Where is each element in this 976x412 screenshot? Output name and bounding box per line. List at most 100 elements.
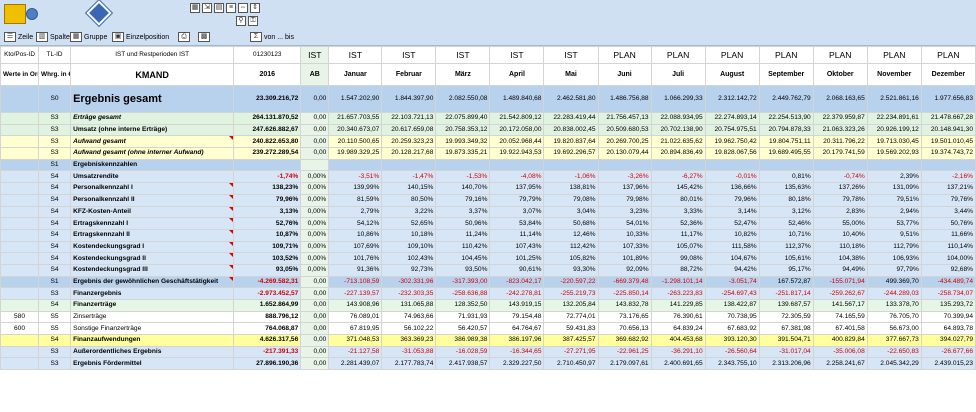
value-cell[interactable]: 101,89% [597, 252, 652, 265]
value-cell[interactable]: 106,93% [866, 252, 922, 265]
value-cell[interactable]: 52,65% [381, 217, 437, 230]
value-cell[interactable]: 0,00 [300, 147, 330, 160]
value-cell[interactable]: 27.896.190,36 [233, 357, 302, 371]
value-cell[interactable]: 104,38% [812, 252, 868, 265]
value-cell[interactable]: 10,82% [704, 228, 760, 242]
value-cell[interactable]: 23.309.216,72 [233, 85, 302, 113]
value-cell[interactable]: 72.305,59 [758, 310, 814, 324]
value-cell[interactable]: -669.379,48 [597, 275, 652, 289]
value-cell[interactable]: 101,25% [489, 252, 545, 265]
value-cell[interactable]: -31.017,04 [758, 345, 814, 359]
value-cell[interactable]: 101,76% [328, 252, 383, 265]
value-cell[interactable]: 2.312.142,72 [704, 85, 760, 113]
value-cell[interactable]: 404.453,68 [650, 334, 706, 347]
value-cell[interactable]: 141.229,85 [650, 299, 706, 312]
value-cell[interactable]: 888.796,12 [233, 310, 302, 324]
arrows-icon[interactable]: ⇔ [238, 3, 248, 13]
value-cell[interactable]: 22.274.893,14 [704, 112, 760, 125]
value-cell[interactable]: 0,00% [300, 240, 330, 254]
value-cell[interactable]: 20.754.975,51 [704, 123, 760, 137]
value-cell[interactable]: 2.179.097,61 [597, 357, 652, 371]
value-cell[interactable]: 10,40% [812, 228, 868, 242]
value-cell[interactable]: 3,33% [650, 205, 706, 219]
value-cell[interactable]: 54,01% [597, 217, 652, 230]
calculator-button[interactable]: ▩ [198, 32, 212, 42]
value-cell[interactable]: 76.089,01 [328, 310, 383, 324]
value-cell[interactable] [328, 158, 383, 172]
value-cell[interactable]: 133.378,70 [866, 299, 922, 312]
value-cell[interactable]: 2.177.783,74 [381, 357, 437, 371]
table-row[interactable]: S4 Ertragskennzahl I 52,76% 0,00% 54,12% 52,6… [0, 217, 976, 230]
value-cell[interactable]: 95,17% [758, 263, 814, 277]
value-cell[interactable]: 20.130.079,44 [597, 147, 652, 160]
value-cell[interactable]: 0,00 [300, 287, 330, 300]
value-cell[interactable]: 19.501.010,45 [920, 135, 976, 149]
table-row[interactable]: 580 S5 Zinserträge 888.796,12 0,00 76.089,01 7… [0, 310, 976, 324]
value-cell[interactable]: 105,82% [543, 252, 599, 265]
value-cell[interactable]: 88,72% [650, 263, 706, 277]
value-cell[interactable]: 22.088.934,95 [650, 112, 706, 125]
value-cell[interactable]: 0,00 [300, 135, 330, 149]
value-cell[interactable]: 12,46% [543, 228, 599, 242]
row-button[interactable]: ☰ Zeile [4, 32, 33, 42]
value-cell[interactable]: 0,00 [300, 310, 330, 324]
value-cell[interactable]: 67.683,92 [704, 322, 760, 336]
value-cell[interactable]: 79,08% [543, 193, 599, 207]
value-cell[interactable]: 19.820.837,64 [543, 135, 599, 149]
value-cell[interactable]: 363.369,23 [381, 334, 437, 347]
value-cell[interactable]: 0,00% [300, 182, 330, 195]
value-cell[interactable]: 499.369,70 [866, 275, 922, 289]
value-cell[interactable]: 2.329.227,50 [489, 357, 545, 371]
value-cell[interactable]: 2,79% [328, 205, 383, 219]
value-cell[interactable]: 19.993.349,32 [435, 135, 491, 149]
value-cell[interactable]: -1,53% [435, 170, 491, 184]
value-cell[interactable]: -317.393,00 [435, 275, 491, 289]
value-cell[interactable]: 112,79% [866, 240, 922, 254]
value-cell[interactable]: 3,23% [597, 205, 652, 219]
value-cell[interactable]: 0,00% [300, 263, 330, 277]
value-cell[interactable]: 20.617.659,08 [381, 123, 437, 137]
value-cell[interactable]: 3,37% [435, 205, 491, 219]
value-cell[interactable]: 1.489.840,68 [489, 85, 545, 113]
value-cell[interactable]: 74.963,66 [381, 310, 437, 324]
value-cell[interactable]: 0,00% [300, 205, 330, 219]
table-row[interactable]: S4 Ertragskennzahl II 10,87% 0,00% 10,86% 10,… [0, 228, 976, 242]
value-cell[interactable]: 104,00% [920, 252, 976, 265]
value-cell[interactable]: 70.399,94 [920, 310, 976, 324]
value-cell[interactable]: -31.053,88 [381, 345, 437, 359]
value-cell[interactable]: 67.819,95 [328, 322, 383, 336]
home-icon[interactable] [26, 8, 38, 20]
value-cell[interactable]: -4,08% [489, 170, 545, 184]
value-cell[interactable]: 394.027,79 [920, 334, 976, 347]
value-cell[interactable]: 2.439.015,23 [920, 357, 976, 371]
value-cell[interactable]: 145,42% [650, 182, 706, 195]
value-cell[interactable]: 20.838.002,45 [543, 123, 599, 137]
value-cell[interactable]: 107,43% [489, 240, 545, 254]
value-cell[interactable]: 67.401,58 [812, 322, 868, 336]
value-cell[interactable]: 110,18% [812, 240, 868, 254]
value-cell[interactable]: 11,66% [920, 228, 976, 242]
table-row[interactable]: S4 Finanzerträge 1.652.864,99 0,00 143.908,9… [0, 299, 976, 312]
value-cell[interactable]: 10,18% [381, 228, 437, 242]
group-button[interactable]: ▦ Gruppe [70, 32, 107, 42]
value-cell[interactable]: 19.569.202,93 [866, 147, 922, 160]
value-cell[interactable]: 94,49% [812, 263, 868, 277]
value-cell[interactable]: 80,18% [758, 193, 814, 207]
value-cell[interactable]: 136,66% [704, 182, 760, 195]
value-cell[interactable]: 137,21% [920, 182, 976, 195]
table-row[interactable]: S4 Kostendeckungsgrad I 109,71% 0,00% 107,69… [0, 240, 976, 254]
value-cell[interactable]: 1.066.299,33 [650, 85, 706, 113]
value-cell[interactable]: 56.420,57 [435, 322, 491, 336]
value-cell[interactable]: 764.068,87 [233, 322, 302, 336]
value-cell[interactable]: 76.390,61 [650, 310, 706, 324]
table-row[interactable]: S3 Erträge gesamt 264.131.870,52 0,00 21.657… [0, 112, 976, 125]
value-cell[interactable]: 50,96% [435, 217, 491, 230]
value-cell[interactable]: 1.977.656,83 [920, 85, 976, 113]
value-cell[interactable]: 20.128.217,68 [381, 147, 437, 160]
table-row[interactable]: S4 Kostendeckungsgrad II 103,52% 0,00% 101,7… [0, 252, 976, 265]
value-cell[interactable]: 386.197,96 [489, 334, 545, 347]
single-position-button[interactable]: ▣ Einzelposition [112, 32, 169, 42]
value-cell[interactable]: 22.283.419,44 [543, 112, 599, 125]
value-cell[interactable]: 79.154,48 [489, 310, 545, 324]
value-cell[interactable]: 264.131.870,52 [233, 112, 302, 125]
